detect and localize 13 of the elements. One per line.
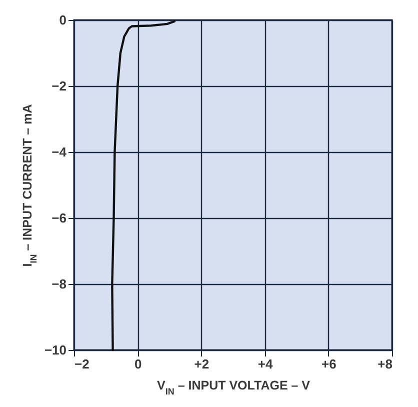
y-tick-label: −2 xyxy=(52,78,66,94)
x-tick-label: −2 xyxy=(74,356,90,372)
y-tick-label: −10 xyxy=(44,342,66,358)
y-tick-label: −6 xyxy=(52,210,66,226)
x-tick-label: 0 xyxy=(134,356,142,372)
y-tick-label: 0 xyxy=(59,12,66,28)
y-tick-label: −4 xyxy=(52,144,68,160)
x-tick-label: +6 xyxy=(321,356,336,372)
x-axis-title: V$_{IN}$ – INPUT VOLTAGE – V xyxy=(156,378,311,396)
x-tick-label: +8 xyxy=(378,356,392,372)
x-tick-label: +2 xyxy=(194,356,210,372)
x-tick-label: +4 xyxy=(258,356,274,372)
y-tick-label: −8 xyxy=(52,276,66,292)
